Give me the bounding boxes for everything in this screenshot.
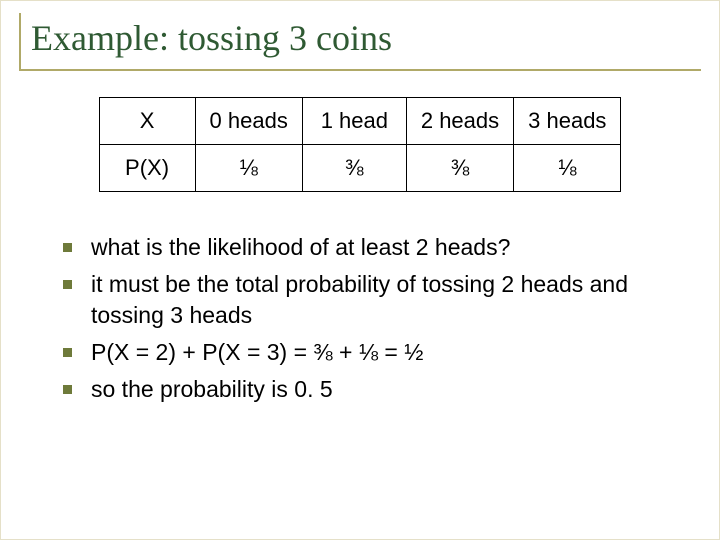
bullet-list: what is the likelihood of at least 2 hea… [19,232,701,405]
slide-title: Example: tossing 3 coins [31,17,701,59]
probability-table: X 0 heads 1 head 2 heads 3 heads P(X) ⅛ … [99,97,622,192]
list-item: it must be the total probability of toss… [63,269,671,331]
cell-px-label: P(X) [99,145,195,192]
list-item: so the probability is 0. 5 [63,374,671,405]
cell-1head: 1 head [302,98,406,145]
cell-p1: ⅜ [302,145,406,192]
cell-3heads: 3 heads [514,98,621,145]
slide: Example: tossing 3 coins X 0 heads 1 hea… [0,0,720,540]
title-rule: Example: tossing 3 coins [19,13,701,71]
list-item: what is the likelihood of at least 2 hea… [63,232,671,263]
cell-x-label: X [99,98,195,145]
cell-p0: ⅛ [195,145,302,192]
cell-2heads: 2 heads [406,98,513,145]
table-row: P(X) ⅛ ⅜ ⅜ ⅛ [99,145,621,192]
cell-p3: ⅛ [514,145,621,192]
cell-0heads: 0 heads [195,98,302,145]
list-item: P(X = 2) + P(X = 3) = ⅜ + ⅛ = ½ [63,337,671,368]
cell-p2: ⅜ [406,145,513,192]
probability-table-wrap: X 0 heads 1 head 2 heads 3 heads P(X) ⅛ … [19,97,701,192]
table-row: X 0 heads 1 head 2 heads 3 heads [99,98,621,145]
